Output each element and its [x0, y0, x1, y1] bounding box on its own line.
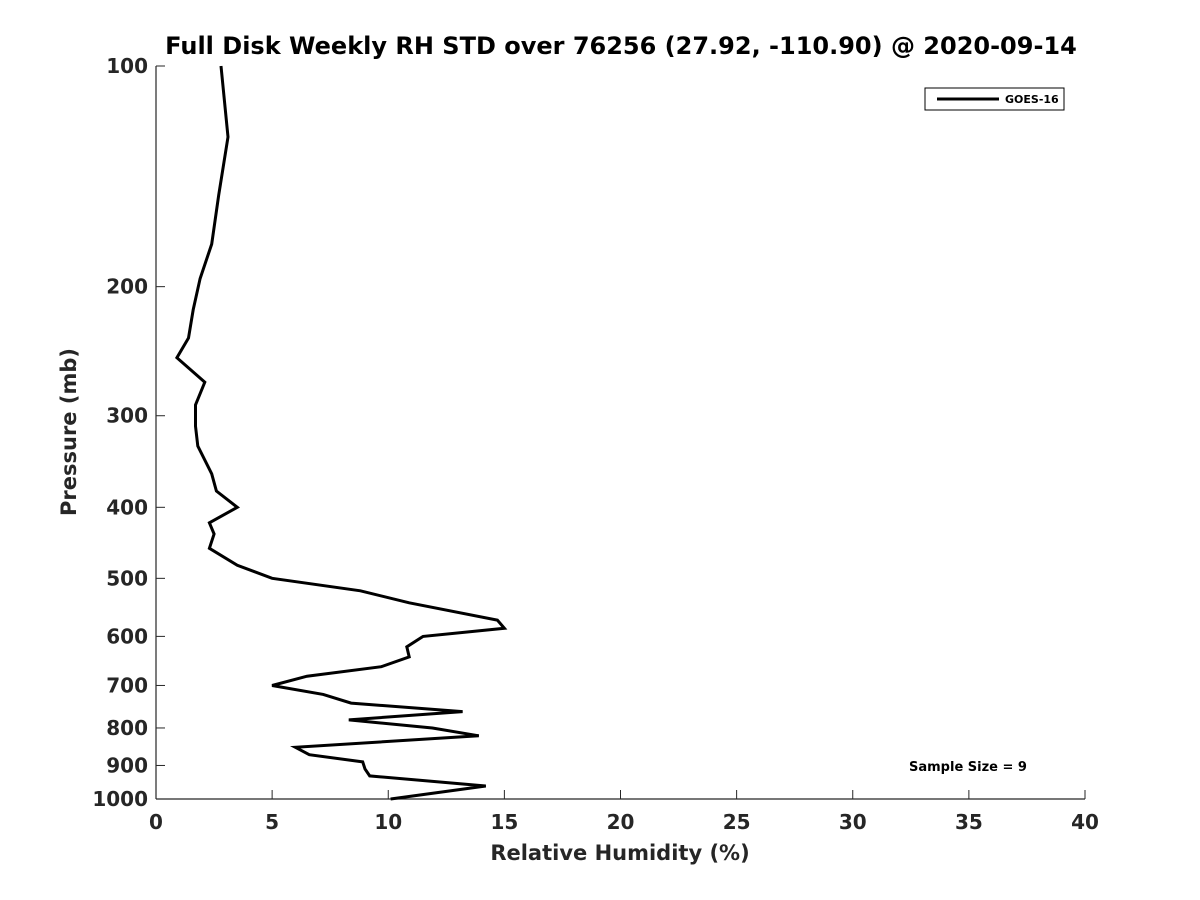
y-tick-label: 200: [106, 275, 148, 299]
legend-label-goes-16: GOES-16: [1005, 93, 1059, 106]
y-axis-label: Pressure (mb): [57, 348, 81, 516]
x-tick-label: 5: [265, 810, 279, 834]
x-axis-label: Relative Humidity (%): [490, 841, 749, 865]
x-tick-label: 40: [1071, 810, 1099, 834]
x-tick-label: 20: [607, 810, 635, 834]
series-line-goes-16: [174, 65, 508, 801]
x-tick-label: 10: [374, 810, 402, 834]
y-tick-label: 1000: [92, 787, 148, 811]
x-tick-label: 25: [723, 810, 751, 834]
y-tick-label: 100: [106, 54, 148, 78]
y-tick-label: 500: [106, 566, 148, 590]
y-tick-label: 600: [106, 624, 148, 648]
y-tick-label: 900: [106, 753, 148, 777]
y-tick-label: 300: [106, 404, 148, 428]
legend: GOES-16: [924, 87, 1065, 111]
x-tick-label: 35: [955, 810, 983, 834]
y-tick-label: 400: [106, 495, 148, 519]
y-tick-label: 800: [106, 716, 148, 740]
x-tick-label: 0: [149, 810, 163, 834]
x-tick-label: 30: [839, 810, 867, 834]
series-lines: [174, 65, 508, 801]
x-tick-label: 15: [490, 810, 518, 834]
y-ticks: 100 200 300 400 500 600 700 800 900 1000: [92, 54, 165, 811]
x-ticks: 0 5 10 15 20 25 30 35 40: [149, 790, 1099, 834]
sample-size-annotation: Sample Size = 9: [909, 760, 1027, 775]
chart-title: Full Disk Weekly RH STD over 76256 (27.9…: [165, 32, 1077, 60]
y-tick-label: 700: [106, 673, 148, 697]
